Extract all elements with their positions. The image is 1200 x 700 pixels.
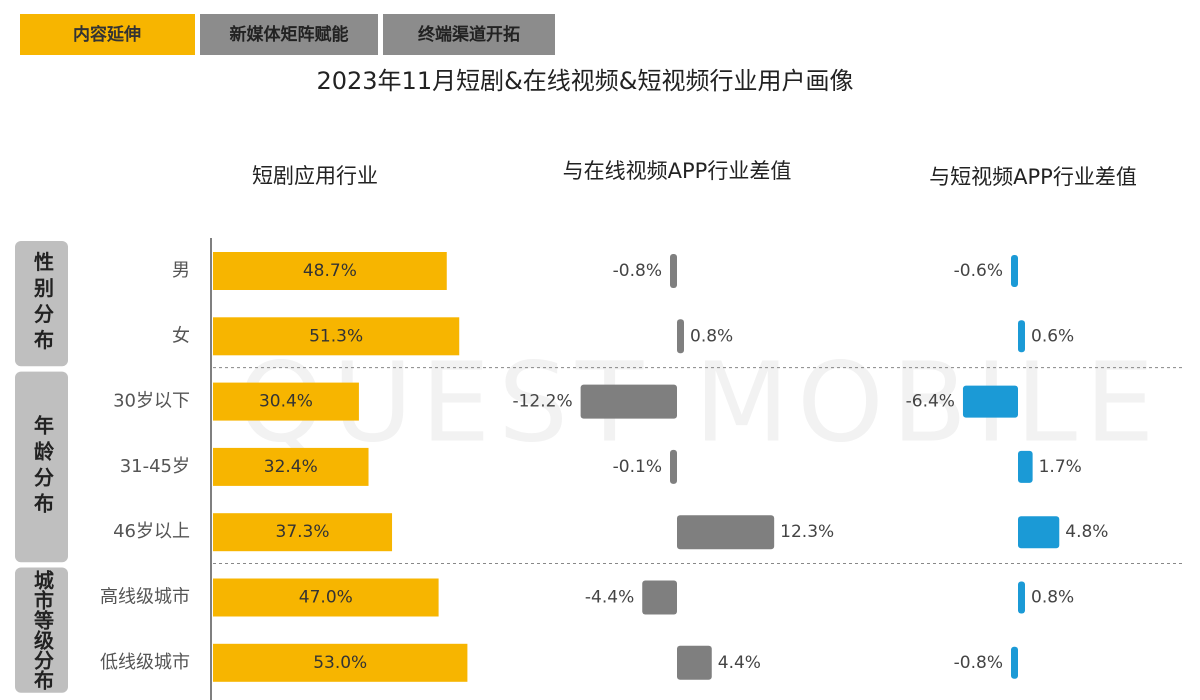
value-label: 0.8%: [690, 326, 733, 346]
value-label: 47.0%: [299, 588, 353, 608]
value-label: -0.8%: [954, 653, 1003, 673]
group-label: 城市等级分布: [31, 569, 55, 691]
group-label: 年龄分布: [31, 413, 55, 518]
bar: [1018, 516, 1060, 549]
bar: [677, 319, 684, 354]
category-label: 46岁以上: [113, 521, 190, 542]
bar: [670, 254, 677, 288]
value-label: 48.7%: [303, 261, 357, 281]
value-label: -0.8%: [613, 261, 662, 281]
category-label: 女: [172, 325, 190, 346]
bar: [213, 447, 369, 486]
bar: [213, 252, 447, 290]
value-label: 51.3%: [309, 326, 363, 346]
bar: [1018, 581, 1025, 614]
tab-label[interactable]: 新媒体矩阵赋能: [230, 24, 349, 45]
bar: [213, 382, 359, 421]
column-header: 与短视频APP行业差值: [929, 165, 1137, 189]
category-label: 30岁以下: [113, 391, 190, 412]
value-label: 30.4%: [259, 392, 313, 412]
bar: [1018, 450, 1033, 483]
bar: [213, 643, 468, 682]
bar: [1011, 255, 1018, 287]
bar: [670, 449, 677, 484]
tab[interactable]: [200, 14, 378, 55]
watermark: QUEST MOBILE: [238, 338, 1163, 466]
bar: [213, 578, 439, 617]
column-header: 短剧应用行业: [252, 164, 378, 188]
bar: [1011, 646, 1018, 679]
category-label: 高线级城市: [100, 587, 190, 608]
bar: [962, 385, 1018, 418]
tab-label[interactable]: 终端渠道开拓: [418, 24, 520, 45]
value-label: 0.6%: [1031, 326, 1074, 346]
bar: [213, 317, 460, 356]
tab[interactable]: [383, 14, 555, 55]
category-label: 31-45岁: [120, 456, 190, 477]
value-label: 32.4%: [264, 457, 318, 477]
bar: [677, 515, 775, 550]
value-label: -4.4%: [585, 588, 634, 608]
value-label: 4.8%: [1065, 522, 1108, 542]
value-label: 4.4%: [718, 653, 761, 673]
tab-label[interactable]: 内容延伸: [73, 24, 141, 45]
tab-active[interactable]: [20, 14, 195, 55]
value-label: 1.7%: [1039, 457, 1082, 477]
category-label: 男: [172, 260, 190, 281]
column-header: 与在线视频APP行业差值: [563, 159, 792, 183]
category-label: 低线级城市: [100, 652, 190, 673]
bar: [1018, 320, 1025, 353]
value-label: 0.8%: [1031, 588, 1074, 608]
value-label: 37.3%: [276, 522, 330, 542]
value-label: 53.0%: [313, 653, 367, 673]
group-box: [15, 371, 68, 563]
group-label: 性别分布: [31, 251, 55, 355]
bar: [677, 645, 712, 680]
value-label: -0.6%: [954, 261, 1003, 281]
group-box: [15, 241, 68, 367]
value-label: 12.3%: [780, 522, 834, 542]
value-label: -6.4%: [906, 392, 955, 412]
bar: [642, 580, 677, 615]
value-label: -12.2%: [512, 392, 572, 412]
bar: [580, 384, 677, 419]
bar: [213, 513, 393, 552]
value-label: -0.1%: [613, 457, 662, 477]
group-box: [15, 567, 68, 693]
chart-title: 2023年11月短剧&在线视频&短视频行业用户画像: [316, 67, 853, 95]
